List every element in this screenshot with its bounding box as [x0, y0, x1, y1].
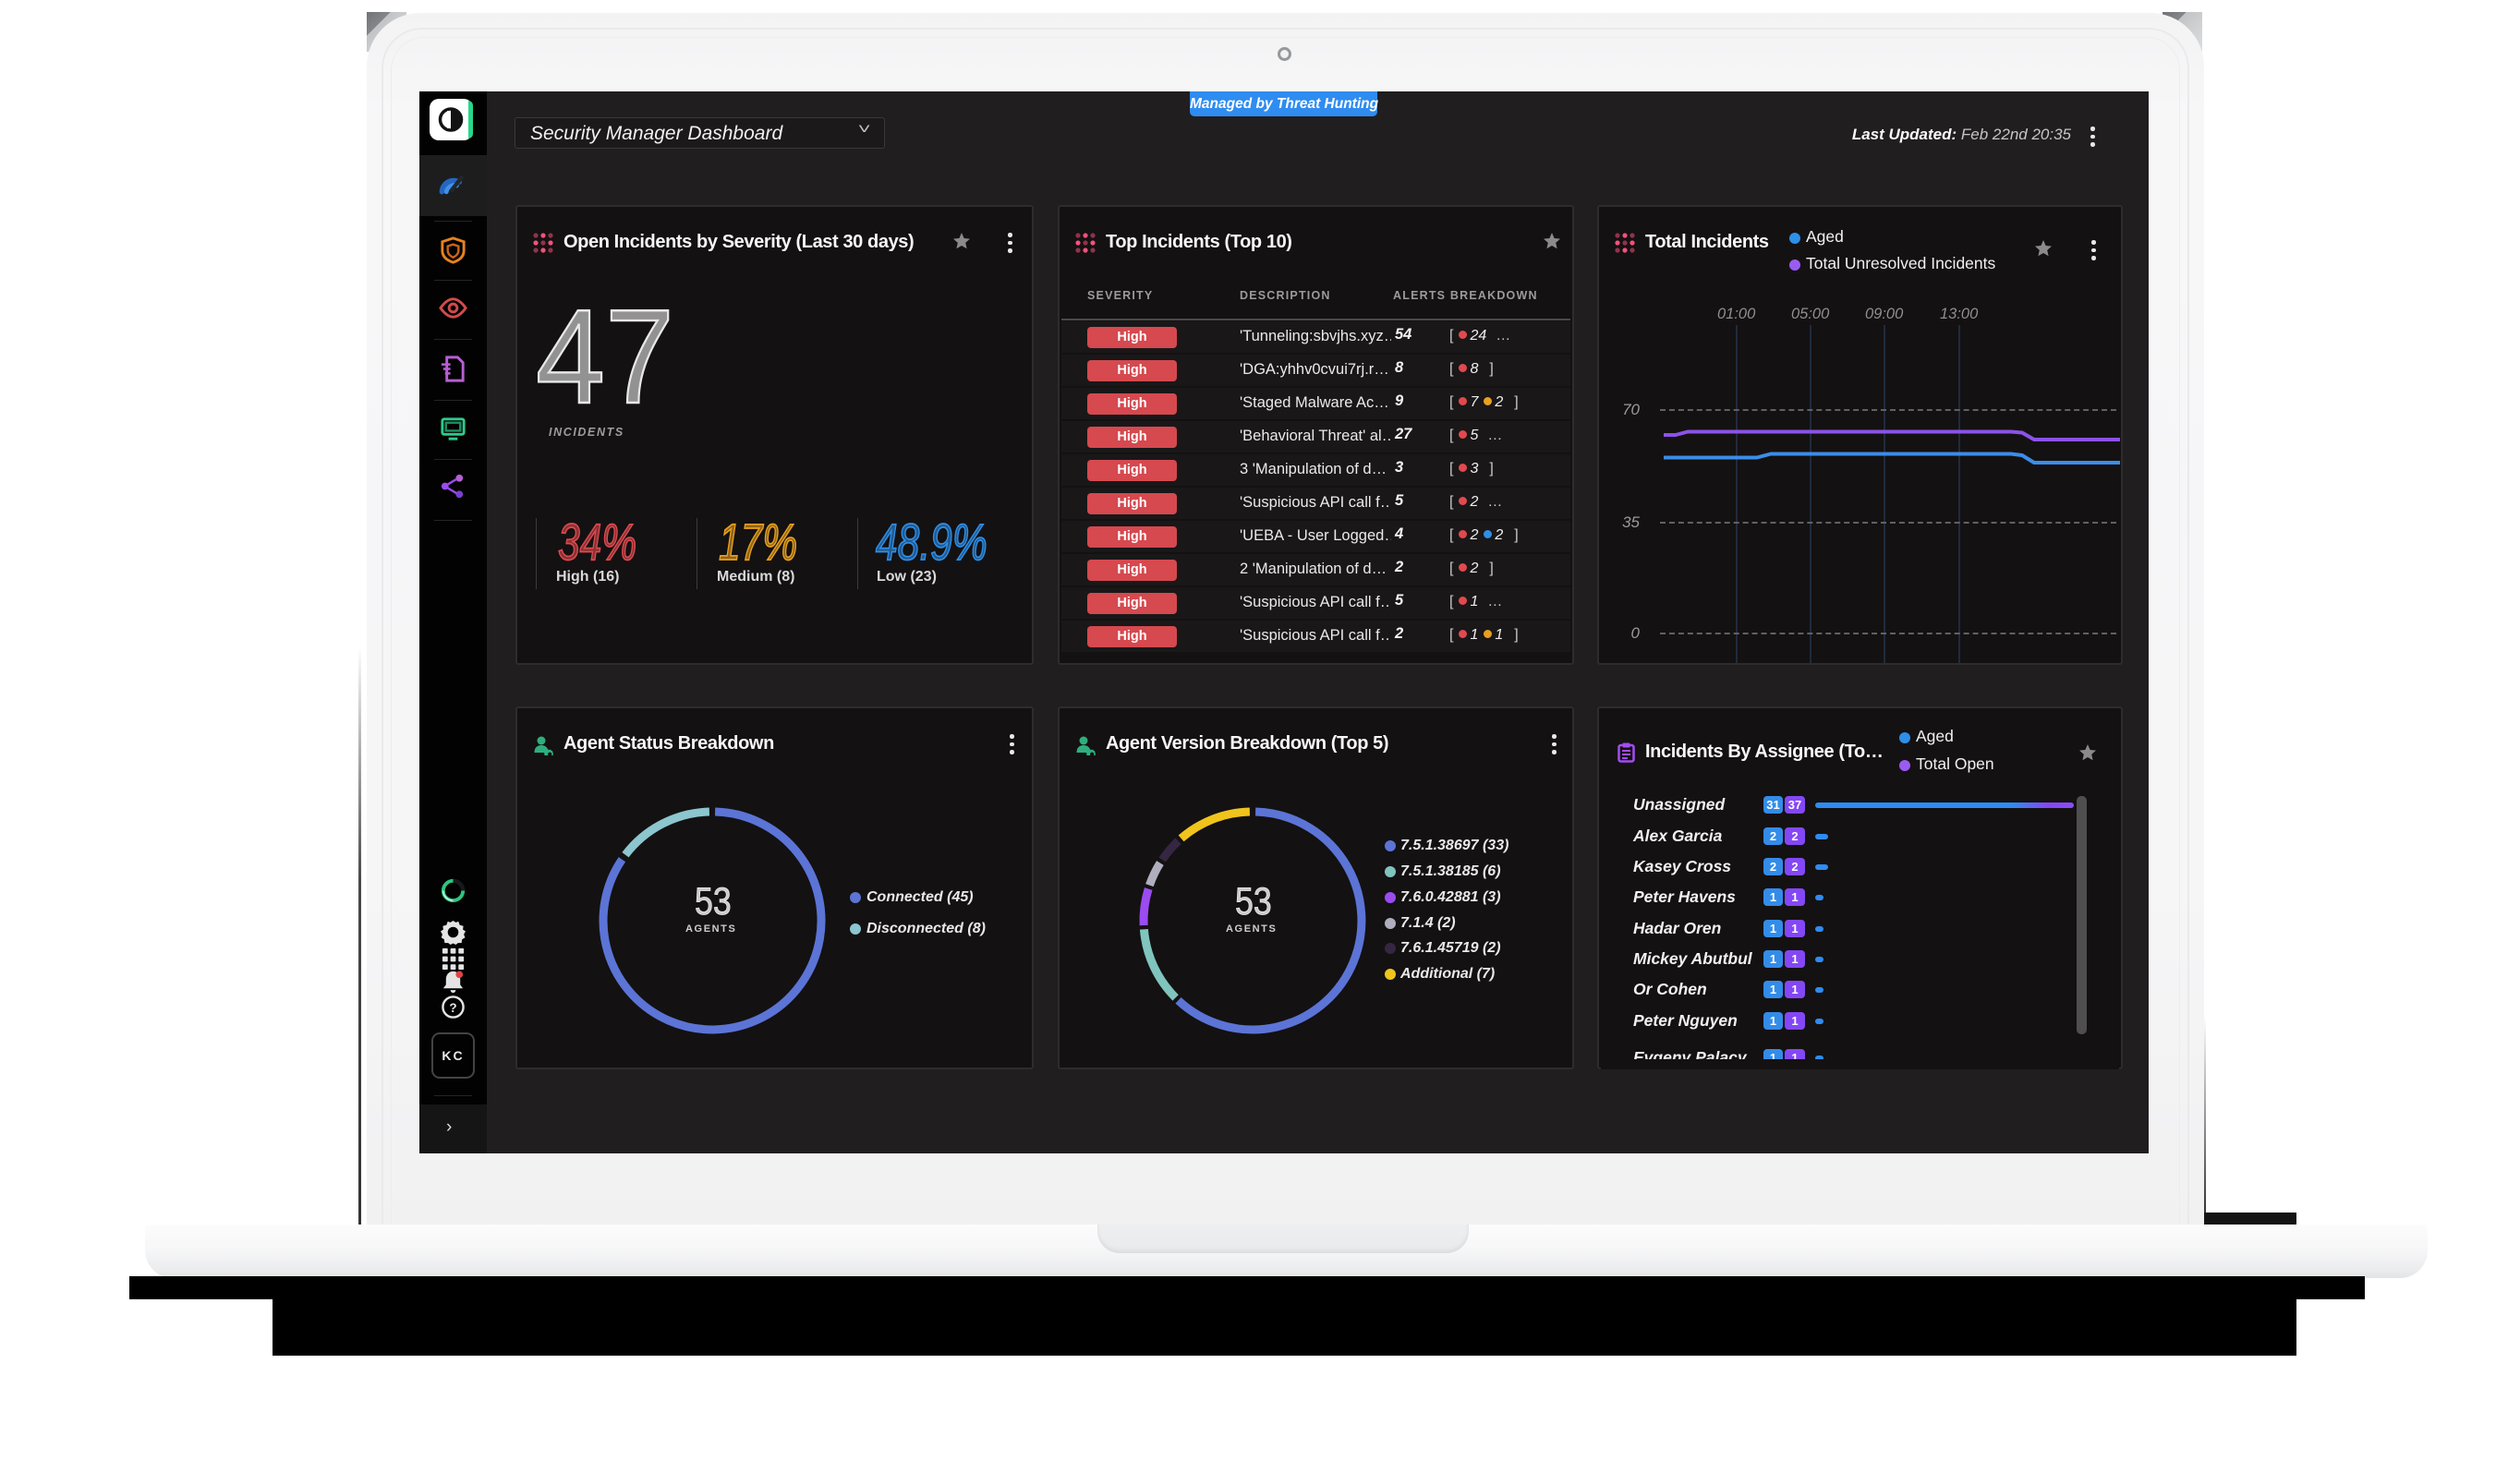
svg-text:?: ? [449, 1001, 456, 1015]
